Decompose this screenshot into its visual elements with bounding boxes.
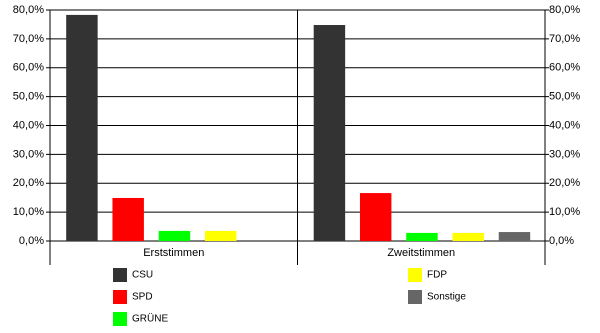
bar (452, 232, 484, 241)
y-tick-label: 10,0% (13, 206, 44, 218)
legend-swatch (113, 268, 127, 282)
y2-tick-label: 60,0% (549, 62, 580, 74)
legend-swatch (113, 290, 127, 304)
x-tick-label: Erststimmen (143, 247, 204, 259)
y2-tick-label: 20,0% (549, 177, 580, 189)
legend-label: FDP (427, 270, 447, 281)
legend-label: CSU (132, 270, 153, 281)
y2-tick-label: 80,0% (549, 4, 580, 16)
bar (112, 197, 144, 241)
bar (66, 14, 98, 241)
legend-label: GRÜNE (132, 313, 168, 325)
bar (359, 193, 392, 241)
y-tick-label: 40,0% (13, 119, 44, 131)
x-tick-label: Zweitstimmen (387, 247, 455, 259)
y-tick-label: 50,0% (13, 91, 44, 103)
legend-swatch (408, 290, 422, 304)
bar (204, 230, 237, 241)
y-tick-label: 60,0% (13, 62, 44, 74)
bar (498, 232, 531, 241)
legend-label: Sonstige (427, 292, 466, 303)
legend-label: SPD (132, 292, 153, 303)
y-tick-label: 80,0% (13, 4, 44, 16)
y2-tick-label: 30,0% (549, 148, 580, 160)
y-tick-label: 0,0% (19, 235, 44, 247)
bar (313, 25, 346, 241)
y-tick-label: 20,0% (13, 177, 44, 189)
y2-tick-label: 0,0% (549, 235, 574, 247)
y2-tick-label: 10,0% (549, 206, 580, 218)
y-tick-label: 30,0% (13, 148, 44, 160)
legend-swatch (408, 268, 422, 282)
y-tick-label: 70,0% (13, 33, 44, 45)
bar (406, 232, 438, 241)
y2-tick-label: 40,0% (549, 119, 580, 131)
y2-tick-label: 50,0% (549, 91, 580, 103)
bar (158, 230, 191, 241)
y2-tick-label: 70,0% (549, 33, 580, 45)
legend-swatch (113, 312, 127, 326)
